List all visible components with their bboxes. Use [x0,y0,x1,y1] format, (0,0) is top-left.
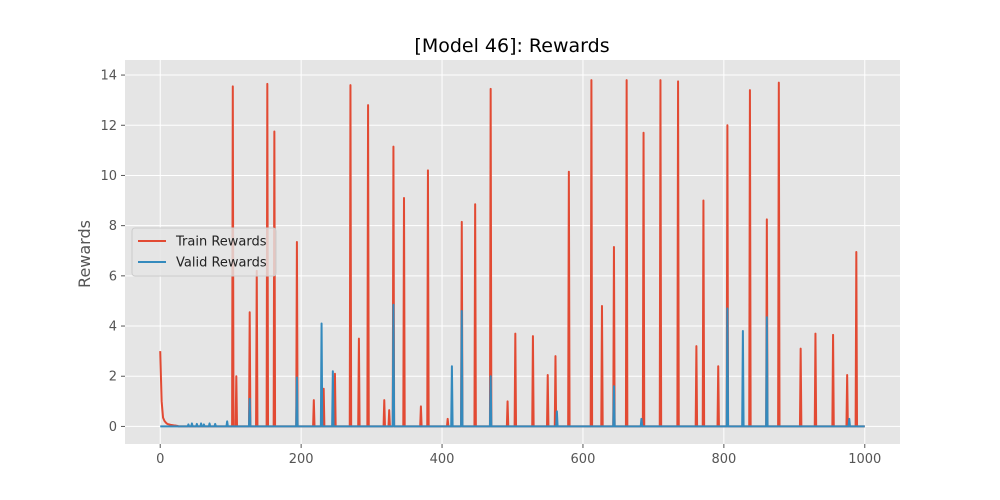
series-line-valid-rewards [159,303,866,428]
x-tick-label: 400 [430,452,455,467]
legend: Train Rewards Valid Rewards [131,227,277,277]
chart-title: [Model 46]: Rewards [414,35,609,57]
y-tick-label: 8 [109,219,117,234]
x-tick-label: 600 [571,452,596,467]
x-tick-label: 1000 [848,452,881,467]
y-tick-label: 4 [109,320,117,335]
x-tick-label: 200 [289,452,314,467]
y-tick-label: 0 [109,420,117,435]
legend-label: Valid Rewards [176,256,267,271]
legend-box [131,227,277,277]
legend-label: Train Rewards [175,235,267,250]
y-tick-label: 14 [100,69,117,84]
series-lines [159,79,866,428]
x-tick-label: 0 [156,452,164,467]
y-tick-label: 6 [109,269,117,284]
y-tick-label: 12 [100,119,117,134]
axis-ticks: 0 200 400 600 800 1000 0 2 4 6 8 10 12 14 [100,69,881,467]
y-tick-label: 10 [100,169,117,184]
y-tick-label: 2 [109,370,117,385]
x-tick-label: 800 [711,452,736,467]
y-axis-label: Rewards [75,220,94,288]
